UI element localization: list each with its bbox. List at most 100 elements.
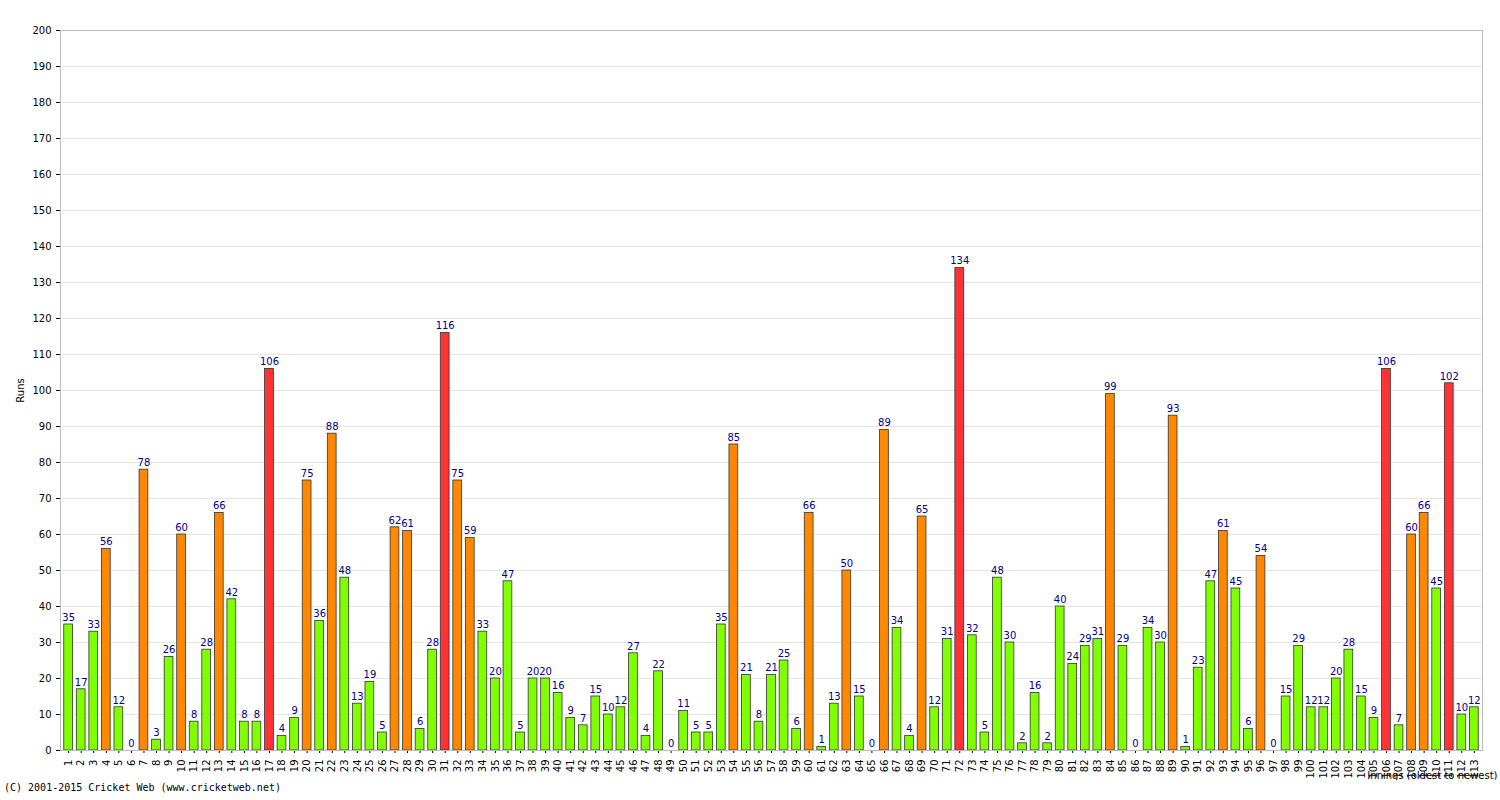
svg-text:58: 58	[778, 760, 789, 773]
svg-text:5: 5	[982, 720, 988, 731]
svg-text:62: 62	[389, 515, 402, 526]
svg-text:76: 76	[1004, 760, 1015, 773]
svg-text:15: 15	[589, 684, 602, 695]
svg-text:53: 53	[715, 760, 726, 773]
svg-text:2: 2	[1044, 731, 1050, 742]
svg-text:8: 8	[151, 760, 162, 766]
svg-text:100: 100	[32, 385, 51, 396]
svg-text:61: 61	[1217, 518, 1230, 529]
svg-text:46: 46	[628, 760, 639, 773]
svg-text:83: 83	[1092, 760, 1103, 773]
svg-text:19: 19	[289, 760, 300, 773]
svg-text:62: 62	[828, 760, 839, 773]
svg-text:8: 8	[241, 709, 247, 720]
svg-text:120: 120	[32, 313, 51, 324]
svg-text:24: 24	[352, 760, 363, 773]
svg-text:64: 64	[854, 760, 865, 773]
svg-text:32: 32	[966, 623, 979, 634]
svg-text:93: 93	[1218, 760, 1229, 773]
svg-text:2: 2	[1019, 731, 1025, 742]
svg-text:13: 13	[351, 691, 364, 702]
svg-text:102: 102	[1440, 371, 1459, 382]
svg-text:40: 40	[1054, 594, 1067, 605]
svg-text:19: 19	[364, 669, 377, 680]
svg-text:22: 22	[326, 760, 337, 773]
svg-text:33: 33	[87, 619, 100, 630]
svg-text:4: 4	[643, 723, 649, 734]
svg-text:5: 5	[693, 720, 699, 731]
svg-text:82: 82	[1079, 760, 1090, 773]
svg-text:48: 48	[653, 760, 664, 773]
svg-text:86: 86	[1130, 760, 1141, 773]
svg-text:15: 15	[239, 760, 250, 773]
svg-text:59: 59	[791, 760, 802, 773]
svg-text:180: 180	[32, 97, 51, 108]
svg-text:66: 66	[879, 760, 890, 773]
svg-text:67: 67	[891, 760, 902, 773]
svg-text:29: 29	[1117, 633, 1130, 644]
svg-text:150: 150	[32, 205, 51, 216]
svg-text:20: 20	[489, 666, 502, 677]
svg-text:47: 47	[1204, 569, 1217, 580]
svg-text:75: 75	[992, 760, 1003, 773]
svg-text:87: 87	[1142, 760, 1153, 773]
svg-text:2: 2	[75, 760, 86, 766]
svg-text:5: 5	[113, 760, 124, 766]
svg-text:16: 16	[1029, 680, 1042, 691]
svg-text:84: 84	[1105, 760, 1116, 773]
svg-text:28: 28	[402, 760, 413, 773]
svg-text:33: 33	[476, 619, 489, 630]
svg-text:60: 60	[39, 529, 52, 540]
svg-text:66: 66	[803, 500, 816, 511]
svg-text:75: 75	[301, 468, 314, 479]
svg-text:98: 98	[1280, 760, 1291, 773]
svg-text:5: 5	[706, 720, 712, 731]
svg-text:45: 45	[1430, 576, 1443, 587]
svg-text:85: 85	[727, 432, 740, 443]
svg-text:6: 6	[417, 716, 423, 727]
svg-text:26: 26	[163, 644, 176, 655]
svg-text:47: 47	[640, 760, 651, 773]
svg-text:116: 116	[436, 320, 455, 331]
svg-text:40: 40	[552, 760, 563, 773]
svg-text:106: 106	[260, 356, 279, 367]
svg-text:61: 61	[401, 518, 414, 529]
svg-text:104: 104	[1356, 760, 1367, 779]
svg-text:Innings (oldest to newest): Innings (oldest to newest)	[1367, 770, 1497, 781]
svg-text:88: 88	[1155, 760, 1166, 773]
svg-text:33: 33	[464, 760, 475, 773]
svg-text:14: 14	[226, 760, 237, 773]
svg-text:20: 20	[539, 666, 552, 677]
svg-text:0: 0	[668, 738, 674, 749]
svg-text:15: 15	[1280, 684, 1293, 695]
svg-text:5: 5	[517, 720, 523, 731]
svg-text:0: 0	[128, 738, 134, 749]
svg-text:91: 91	[1192, 760, 1203, 773]
svg-text:13: 13	[213, 760, 224, 773]
svg-text:0: 0	[1132, 738, 1138, 749]
svg-text:11: 11	[188, 760, 199, 773]
svg-text:17: 17	[264, 760, 275, 773]
svg-text:21: 21	[765, 662, 778, 673]
svg-text:8: 8	[756, 709, 762, 720]
svg-text:11: 11	[677, 698, 690, 709]
svg-text:1: 1	[819, 734, 825, 745]
svg-text:51: 51	[690, 760, 701, 773]
svg-text:140: 140	[32, 241, 51, 252]
svg-text:80: 80	[1054, 760, 1065, 773]
svg-text:34: 34	[477, 760, 488, 773]
svg-text:23: 23	[1192, 655, 1205, 666]
svg-text:74: 74	[979, 760, 990, 773]
svg-text:15: 15	[853, 684, 866, 695]
svg-text:88: 88	[326, 421, 339, 432]
svg-text:75: 75	[451, 468, 464, 479]
svg-text:134: 134	[950, 255, 969, 266]
svg-text:4: 4	[906, 723, 912, 734]
svg-text:1: 1	[1182, 734, 1188, 745]
svg-text:12: 12	[928, 695, 941, 706]
svg-text:9: 9	[1371, 705, 1377, 716]
svg-text:12: 12	[1305, 695, 1318, 706]
svg-text:9: 9	[291, 705, 297, 716]
svg-text:17: 17	[75, 677, 88, 688]
svg-text:12: 12	[615, 695, 628, 706]
